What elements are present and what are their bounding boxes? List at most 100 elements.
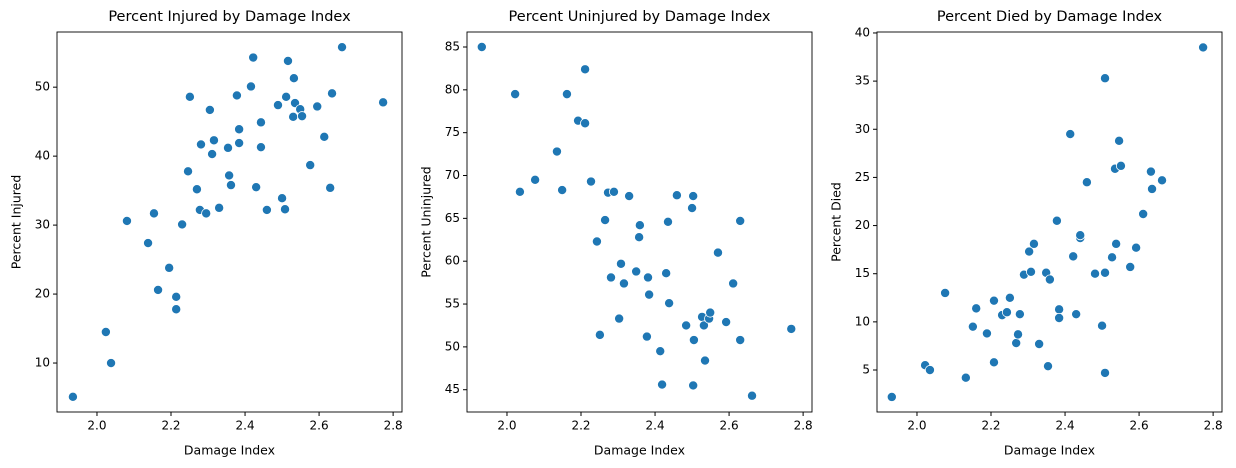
point: [586, 176, 597, 187]
point: [1054, 304, 1065, 315]
x-tick-label: 2.6: [1130, 419, 1149, 433]
y-tick-label: 65: [445, 211, 460, 225]
point: [325, 182, 336, 193]
point: [631, 266, 642, 277]
y-tick-label: 35: [855, 74, 870, 88]
point: [605, 272, 616, 283]
point: [967, 321, 978, 332]
point: [282, 55, 293, 66]
point: [223, 142, 234, 153]
x-tick-label: 2.4: [646, 419, 665, 433]
x-tick-label: 2.6: [720, 419, 739, 433]
y-tick-label: 50: [445, 339, 460, 353]
point: [510, 89, 521, 100]
point: [106, 358, 117, 369]
point: [1147, 183, 1158, 194]
point: [297, 111, 308, 122]
point: [121, 215, 132, 226]
point: [557, 185, 568, 196]
point: [661, 268, 672, 279]
point: [153, 284, 164, 295]
point: [201, 208, 212, 219]
point: [225, 180, 236, 191]
point: [245, 81, 256, 92]
point: [960, 372, 971, 383]
point: [1100, 73, 1111, 84]
point: [1013, 329, 1024, 340]
point: [1198, 42, 1209, 53]
point: [476, 41, 487, 52]
point: [1071, 309, 1082, 320]
x-axis-label: Damage Index: [1004, 443, 1095, 458]
point: [681, 320, 692, 331]
point: [319, 131, 330, 142]
plot-frame: [876, 31, 1223, 413]
x-tick-label: 2.0: [907, 419, 926, 433]
point: [1081, 177, 1092, 188]
point: [580, 118, 591, 129]
x-tick-label: 2.8: [794, 419, 813, 433]
point: [1028, 238, 1039, 249]
point: [1043, 361, 1054, 372]
point: [705, 307, 716, 318]
y-tick-label: 40: [35, 149, 50, 163]
point: [261, 204, 272, 215]
x-tick-label: 2.2: [571, 419, 590, 433]
y-tick-label: 55: [445, 297, 460, 311]
y-tick-label: 5: [862, 363, 870, 377]
point: [1115, 160, 1126, 171]
point: [191, 184, 202, 195]
point: [255, 142, 266, 153]
point: [288, 73, 299, 84]
point: [171, 304, 182, 315]
y-tick-label: 40: [855, 25, 870, 39]
point: [208, 135, 219, 146]
y-tick-label: 80: [445, 82, 460, 96]
point: [1011, 338, 1022, 349]
y-axis-label: Percent Uninjured: [419, 166, 434, 277]
point: [514, 186, 525, 197]
point: [1065, 129, 1076, 140]
x-tick-label: 2.0: [497, 419, 516, 433]
point: [204, 104, 215, 115]
x-tick-label: 2.4: [1056, 419, 1075, 433]
point: [248, 52, 259, 63]
point: [1090, 268, 1101, 279]
point: [663, 216, 674, 227]
point: [1044, 274, 1055, 285]
point: [721, 317, 732, 328]
x-axis-label: Damage Index: [594, 443, 685, 458]
point: [277, 193, 288, 204]
point: [664, 298, 675, 309]
x-tick-label: 2.0: [87, 419, 106, 433]
point: [1157, 175, 1168, 186]
point: [1114, 135, 1125, 146]
point: [251, 182, 262, 193]
chart-title: Percent Uninjured by Damage Index: [509, 9, 771, 25]
y-tick-label: 10: [35, 356, 50, 370]
y-tick-label: 50: [35, 80, 50, 94]
point: [712, 247, 723, 258]
point: [624, 191, 635, 202]
y-axis-label: Percent Injured: [9, 175, 24, 270]
y-tick-label: 10: [855, 314, 870, 328]
point: [671, 190, 682, 201]
point: [551, 146, 562, 157]
y-tick-label: 70: [445, 168, 460, 182]
point: [1024, 246, 1035, 257]
point: [688, 380, 699, 391]
point: [688, 335, 699, 346]
y-tick-label: 30: [855, 122, 870, 136]
point: [1097, 320, 1108, 331]
point: [747, 390, 758, 401]
point: [940, 287, 951, 298]
point: [305, 160, 316, 171]
point: [378, 97, 389, 108]
point: [148, 208, 159, 219]
point: [207, 149, 218, 160]
point: [177, 219, 188, 230]
point: [594, 329, 605, 340]
y-tick-label: 25: [855, 170, 870, 184]
y-tick-label: 30: [35, 218, 50, 232]
y-tick-label: 85: [445, 39, 460, 53]
